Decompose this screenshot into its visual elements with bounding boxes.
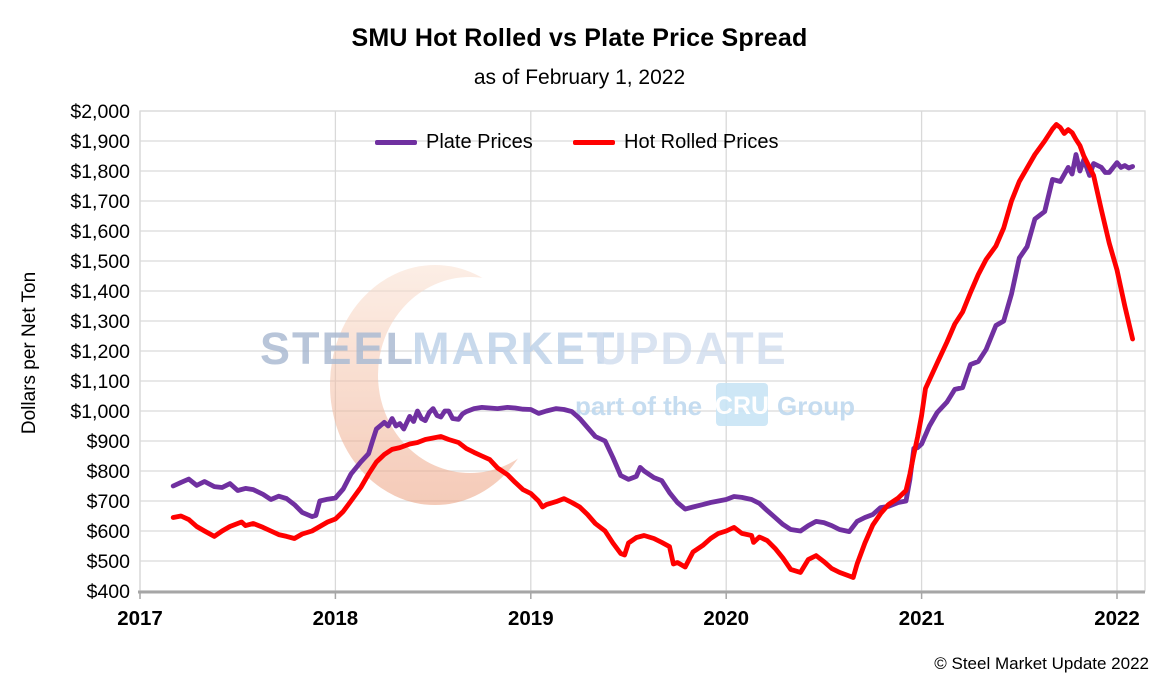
svg-text:$400: $400 <box>87 581 131 603</box>
svg-text:Group: Group <box>777 391 855 421</box>
svg-text:MARKET: MARKET <box>412 323 616 374</box>
svg-text:2021: 2021 <box>899 607 945 630</box>
svg-text:$800: $800 <box>87 461 131 483</box>
svg-text:$1,700: $1,700 <box>70 191 130 213</box>
svg-text:$1,200: $1,200 <box>70 341 130 363</box>
svg-text:$900: $900 <box>87 431 131 453</box>
chart-title: SMU Hot Rolled vs Plate Price Spread <box>351 24 808 52</box>
svg-text:$1,000: $1,000 <box>70 401 130 423</box>
hot-rolled-legend-line-swatch <box>573 139 615 145</box>
svg-text:$1,100: $1,100 <box>70 371 130 393</box>
y-tick-labels: $400 $500 $600 $700 $800 $900 $1,000 $1,100 $1,2… <box>70 101 130 603</box>
svg-text:$1,600: $1,600 <box>70 221 130 243</box>
svg-text:$1,900: $1,900 <box>70 131 130 153</box>
plate-legend-label: Plate Prices <box>426 130 533 153</box>
svg-text:$1,400: $1,400 <box>70 281 130 303</box>
svg-text:2019: 2019 <box>508 607 554 630</box>
svg-text:2020: 2020 <box>703 607 749 630</box>
svg-text:$700: $700 <box>87 491 131 513</box>
hot-rolled-legend-label: Hot Rolled Prices <box>624 130 779 153</box>
svg-text:2017: 2017 <box>117 607 163 630</box>
svg-text:$2,000: $2,000 <box>70 101 130 123</box>
copyright-text: © Steel Market Update 2022 <box>934 654 1149 673</box>
gridlines <box>139 110 1145 591</box>
legend-item-plate: Plate Prices <box>375 130 533 154</box>
hot-rolled-series-line <box>170 122 1135 580</box>
crescent-logo <box>330 265 540 505</box>
plate-legend-line-swatch <box>375 139 417 145</box>
svg-text:UPDATE: UPDATE <box>594 323 788 374</box>
legend-item-hot-rolled: Hot Rolled Prices <box>573 130 779 154</box>
svg-text:$1,500: $1,500 <box>70 251 130 273</box>
svg-text:$1,800: $1,800 <box>70 161 130 183</box>
svg-text:2022: 2022 <box>1094 607 1140 630</box>
svg-text:STEEL: STEEL <box>260 323 415 374</box>
svg-text:CRU: CRU <box>715 392 769 420</box>
svg-text:$500: $500 <box>87 551 131 573</box>
x-tick-labels: 2017 2018 2019 2020 2021 2022 <box>117 607 1140 630</box>
svg-text:$600: $600 <box>87 521 131 543</box>
plate-series-line <box>170 152 1135 534</box>
svg-text:$1,300: $1,300 <box>70 311 130 333</box>
svg-text:part of the: part of the <box>575 391 702 421</box>
y-axis-title: Dollars per Net Ton <box>19 271 40 435</box>
svg-text:2018: 2018 <box>313 607 359 630</box>
cru-logo-box <box>716 383 768 426</box>
chart-subtitle: as of February 1, 2022 <box>473 66 686 89</box>
